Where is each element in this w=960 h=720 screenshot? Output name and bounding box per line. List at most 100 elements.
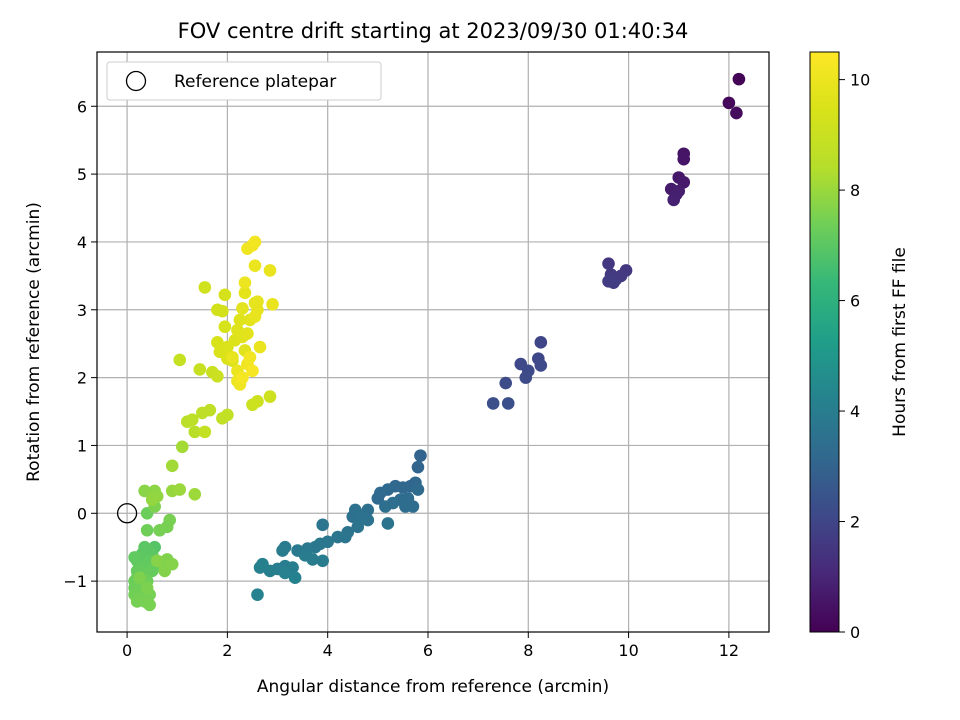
- y-tick-label: 6: [77, 97, 87, 116]
- y-tick-label: 3: [77, 301, 87, 320]
- data-point: [667, 193, 681, 207]
- data-point: [143, 598, 156, 612]
- data-point: [246, 364, 259, 378]
- data-point: [602, 257, 615, 270]
- data-point: [722, 96, 736, 110]
- legend-label: Reference platepar: [174, 72, 336, 92]
- y-tick-label: 5: [77, 165, 87, 184]
- data-point: [486, 397, 500, 410]
- data-point: [288, 571, 302, 585]
- data-point: [226, 350, 239, 364]
- data-point: [216, 304, 229, 318]
- y-tick-label: 4: [77, 233, 87, 252]
- x-tick-label: 2: [222, 641, 232, 660]
- legend: Reference platepar: [106, 61, 382, 101]
- data-point: [501, 397, 515, 410]
- data-point: [236, 371, 249, 384]
- grid: [97, 52, 769, 632]
- y-tick-label: 2: [77, 369, 87, 388]
- data-point: [238, 286, 252, 300]
- y-tick-label: −1: [63, 572, 87, 591]
- data-point: [188, 425, 202, 439]
- y-axis-ticks: −1 0 1 2 3 4 5 6: [63, 97, 97, 591]
- data-point: [411, 460, 425, 474]
- data-point: [138, 484, 151, 498]
- data-point: [173, 483, 187, 496]
- data-point: [243, 350, 257, 364]
- colorbar-tick-label: 2: [850, 513, 860, 532]
- data-point: [414, 449, 427, 462]
- data-point: [379, 500, 392, 513]
- data-point: [306, 553, 319, 566]
- colorbar-tick-label: 6: [850, 292, 860, 311]
- colorbar-tick-label: 0: [850, 623, 860, 642]
- data-point: [198, 281, 212, 294]
- x-tick-label: 10: [618, 641, 638, 660]
- data-point: [607, 276, 620, 289]
- data-point: [193, 363, 207, 376]
- chart-title: FOV centre drift starting at 2023/09/30 …: [178, 19, 689, 43]
- x-tick-label: 12: [719, 641, 739, 660]
- data-point: [140, 581, 154, 595]
- data-point: [519, 371, 533, 384]
- legend-marker: [125, 70, 147, 92]
- y-axis-label: Rotation from reference (arcmin): [24, 202, 44, 482]
- colorbar-ticks: 0 2 4 6 8 10: [839, 71, 870, 642]
- data-point: [534, 336, 548, 349]
- data-point: [241, 327, 254, 340]
- y-tick-label: 1: [77, 436, 87, 455]
- data-point: [145, 493, 159, 507]
- data-point: [253, 340, 267, 354]
- reference-marker: [116, 503, 138, 524]
- data-point: [188, 487, 202, 501]
- data-point: [165, 459, 179, 473]
- colorbar-tick-label: 10: [850, 71, 870, 90]
- data-point: [133, 571, 146, 585]
- data-point: [263, 264, 277, 277]
- data-point: [236, 302, 249, 315]
- data-point: [173, 353, 187, 367]
- data-point: [233, 313, 247, 327]
- data-point: [351, 520, 365, 534]
- data-point: [371, 492, 385, 505]
- x-tick-label: 8: [523, 641, 533, 660]
- data-point: [276, 544, 289, 557]
- y-tick-label: 0: [77, 504, 87, 523]
- data-point: [278, 566, 292, 580]
- data-point: [165, 557, 179, 571]
- data-point: [211, 369, 224, 383]
- x-tick-label: 6: [423, 641, 433, 660]
- legend-box: [106, 61, 382, 101]
- x-tick-label: 0: [122, 641, 132, 660]
- data-point: [251, 588, 264, 601]
- data-point: [203, 403, 217, 417]
- data-point: [730, 106, 743, 120]
- data-point: [160, 520, 174, 534]
- data-point: [185, 413, 199, 426]
- data-point: [248, 259, 262, 272]
- data-point: [499, 376, 513, 390]
- data-point: [221, 408, 234, 422]
- data-point: [331, 530, 345, 544]
- plot-frame: [96, 51, 770, 633]
- x-tick-label: 4: [323, 641, 333, 660]
- data-point: [128, 551, 141, 564]
- data-point: [150, 554, 164, 568]
- data-point: [266, 298, 279, 311]
- data-point: [361, 513, 375, 527]
- data-points: [128, 72, 746, 612]
- data-point: [677, 152, 691, 166]
- reference-point: [116, 503, 138, 524]
- data-point: [211, 336, 224, 349]
- data-point: [251, 395, 264, 408]
- data-point: [253, 561, 267, 574]
- colorbar-tick-label: 4: [850, 402, 860, 421]
- x-axis-ticks: 0 2 4 6 8 10 12: [122, 632, 739, 660]
- data-point: [248, 235, 262, 249]
- colorbar: 0 2 4 6 8 10 Hours from first FF file: [809, 51, 910, 642]
- data-point: [238, 276, 252, 289]
- data-point: [218, 320, 232, 334]
- data-point: [140, 523, 154, 537]
- data-point: [248, 310, 262, 323]
